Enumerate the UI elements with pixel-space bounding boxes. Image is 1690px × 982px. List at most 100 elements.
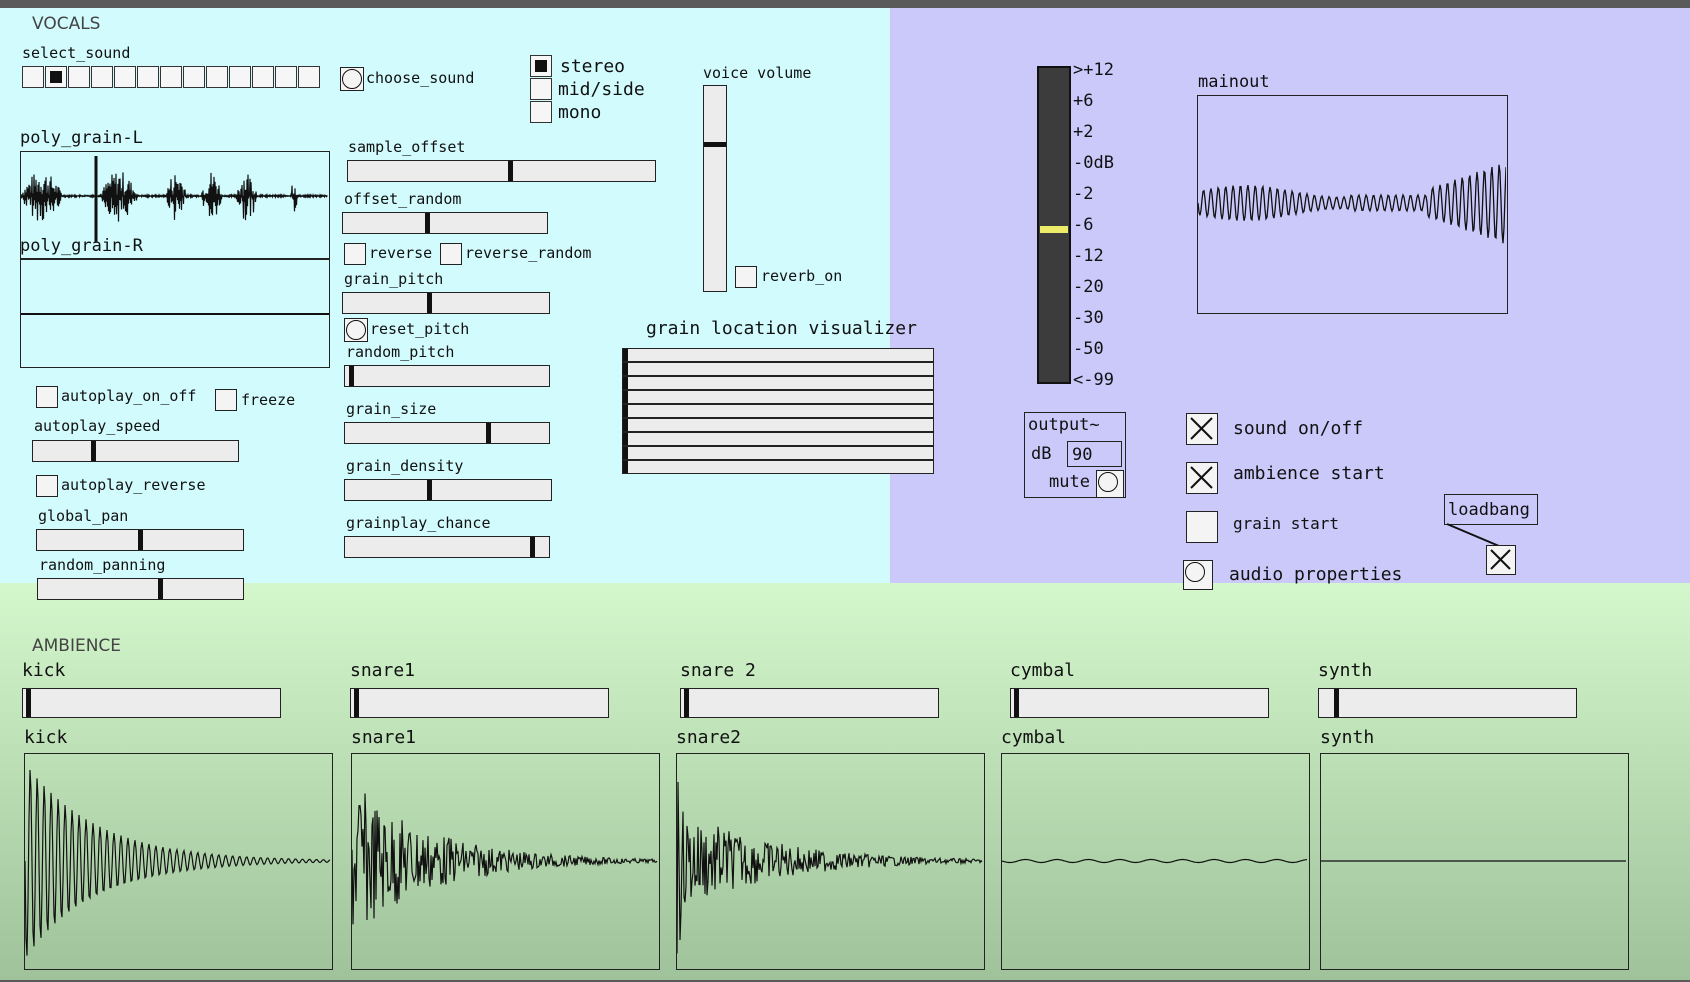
mute-label: mute bbox=[1049, 472, 1090, 492]
vu-meter-tick-label: -30 bbox=[1073, 308, 1104, 328]
select-sound-cell[interactable] bbox=[114, 66, 136, 88]
freeze-toggle[interactable] bbox=[215, 389, 237, 411]
x-mark-icon bbox=[1490, 549, 1511, 570]
select-sound-cell[interactable] bbox=[68, 66, 90, 88]
visualizer-knob bbox=[623, 405, 628, 417]
ambience-volume-slider[interactable] bbox=[350, 688, 609, 718]
db-label: dB bbox=[1031, 444, 1052, 464]
autoplay-reverse-toggle[interactable] bbox=[36, 475, 58, 497]
grainplay-chance-slider[interactable] bbox=[344, 536, 550, 558]
slider-knob bbox=[425, 213, 430, 233]
stereo-mode-radio[interactable] bbox=[530, 55, 554, 124]
reset-pitch-bang[interactable] bbox=[344, 318, 368, 342]
slider-knob bbox=[26, 689, 31, 717]
poly-grain-l-label: poly_grain-L bbox=[20, 128, 143, 148]
visualizer-label: grain location visualizer bbox=[646, 318, 917, 339]
select-sound-cell[interactable] bbox=[275, 66, 297, 88]
ambience-waveform-array[interactable] bbox=[1001, 753, 1310, 970]
slider-knob bbox=[1014, 689, 1019, 717]
visualizer-knob bbox=[623, 391, 628, 403]
select-sound-cell[interactable] bbox=[137, 66, 159, 88]
mode-radio-cell[interactable] bbox=[530, 101, 552, 123]
slider-knob bbox=[354, 689, 359, 717]
vu-meter-level bbox=[1040, 226, 1068, 233]
visualizer-row bbox=[622, 404, 934, 418]
loadbang-toggle[interactable] bbox=[1486, 545, 1516, 575]
slider-knob bbox=[427, 293, 432, 313]
db-number-box[interactable]: 90 bbox=[1067, 441, 1122, 467]
select-sound-cell[interactable] bbox=[22, 66, 44, 88]
select-sound-cell[interactable] bbox=[252, 66, 274, 88]
ambience-volume-slider[interactable] bbox=[22, 688, 281, 718]
select-sound-cell[interactable] bbox=[183, 66, 205, 88]
reverse-label: reverse bbox=[369, 244, 433, 262]
ambience-volume-slider[interactable] bbox=[1010, 688, 1269, 718]
grain-pitch-slider[interactable] bbox=[342, 292, 550, 314]
random-pitch-slider[interactable] bbox=[344, 365, 550, 387]
grain-size-slider[interactable] bbox=[344, 422, 550, 444]
ambience-waveform bbox=[352, 793, 658, 925]
vu-meter-tick-label: >+12 bbox=[1073, 60, 1114, 80]
visualizer-knob bbox=[623, 461, 628, 473]
voice-volume-slider[interactable] bbox=[703, 85, 727, 292]
reverb-on-toggle[interactable] bbox=[735, 266, 757, 288]
sound-on-off-toggle[interactable] bbox=[1186, 413, 1218, 445]
mode-option-mono: mono bbox=[558, 102, 602, 123]
select-sound-cell[interactable] bbox=[229, 66, 251, 88]
poly-grain-l-waveform bbox=[21, 156, 328, 242]
voice-volume-label: voice volume bbox=[703, 64, 812, 82]
loadbang-object[interactable]: loadbang bbox=[1444, 494, 1538, 525]
freeze-label: freeze bbox=[241, 391, 296, 409]
vocals-title: VOCALS bbox=[32, 14, 101, 34]
mainout-array[interactable] bbox=[1197, 95, 1508, 314]
sound-on-off-label: sound on/off bbox=[1233, 418, 1364, 439]
offset-random-slider[interactable] bbox=[342, 212, 548, 234]
select-sound-cell[interactable] bbox=[160, 66, 182, 88]
reverb-on-label: reverb_on bbox=[761, 267, 843, 285]
grain-density-slider[interactable] bbox=[344, 479, 552, 501]
ambience-volume-slider[interactable] bbox=[680, 688, 939, 718]
slider-knob bbox=[486, 423, 491, 443]
mode-radio-cell[interactable] bbox=[530, 55, 552, 77]
autoplay-speed-label: autoplay_speed bbox=[34, 417, 161, 435]
output-object[interactable]: output~ dB 90 mute bbox=[1024, 412, 1126, 498]
choose-sound-bang[interactable] bbox=[340, 67, 364, 91]
waveform-path bbox=[352, 793, 658, 925]
random-panning-label: random_panning bbox=[39, 556, 166, 574]
ambience-waveform-array[interactable] bbox=[676, 753, 985, 970]
visualizer-knob bbox=[623, 419, 628, 431]
x-mark-icon bbox=[1190, 466, 1213, 489]
vu-meter-tick-label: -20 bbox=[1073, 277, 1104, 297]
select-sound-cell[interactable] bbox=[45, 66, 67, 88]
ambience-waveform-array[interactable] bbox=[24, 753, 333, 970]
select-sound-cell[interactable] bbox=[91, 66, 113, 88]
reverse-random-toggle[interactable] bbox=[440, 243, 462, 265]
poly-grain-r-array[interactable] bbox=[20, 259, 330, 368]
poly-grain-l-array[interactable] bbox=[20, 151, 330, 259]
visualizer-row bbox=[622, 376, 934, 390]
autoplay-on-off-toggle[interactable] bbox=[36, 386, 58, 408]
visualizer-row bbox=[622, 446, 934, 460]
ambience-volume-slider[interactable] bbox=[1318, 688, 1577, 718]
vu-meter-tick-label: -2 bbox=[1073, 184, 1094, 204]
reverse-random-label: reverse_random bbox=[465, 244, 592, 262]
visualizer-row bbox=[622, 418, 934, 432]
select-sound-radio[interactable] bbox=[22, 66, 324, 90]
visualizer-row bbox=[622, 348, 934, 362]
ambience-waveform-array[interactable] bbox=[351, 753, 660, 970]
mode-radio-cell[interactable] bbox=[530, 78, 552, 100]
vu-meter-tick-label: -6 bbox=[1073, 215, 1094, 235]
audio-properties-bang[interactable] bbox=[1183, 560, 1213, 590]
random-pitch-label: random_pitch bbox=[346, 343, 455, 361]
sample-offset-slider[interactable] bbox=[347, 160, 656, 182]
random-panning-slider[interactable] bbox=[37, 578, 244, 600]
autoplay-speed-slider[interactable] bbox=[32, 440, 239, 462]
select-sound-cell[interactable] bbox=[206, 66, 228, 88]
mute-bang[interactable] bbox=[1096, 470, 1124, 498]
ambience-start-toggle[interactable] bbox=[1186, 462, 1218, 494]
grain-start-toggle[interactable] bbox=[1186, 511, 1218, 543]
global-pan-slider[interactable] bbox=[36, 529, 244, 551]
select-sound-cell[interactable] bbox=[298, 66, 320, 88]
ambience-waveform-array[interactable] bbox=[1320, 753, 1629, 970]
reverse-toggle[interactable] bbox=[344, 243, 366, 265]
